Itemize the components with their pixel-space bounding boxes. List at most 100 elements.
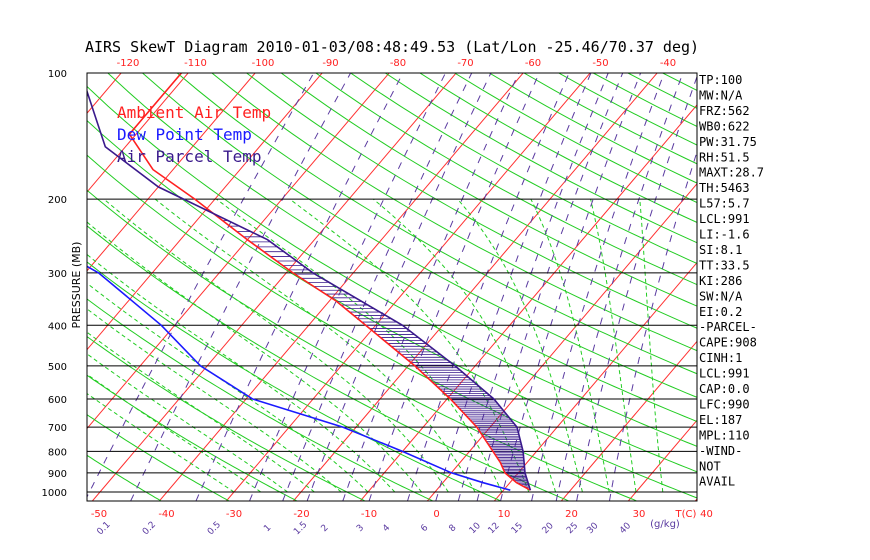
index-item: WB0:622: [699, 119, 750, 133]
index-item: LCL:991: [699, 212, 750, 226]
mixing-ratio-label: 40: [618, 521, 633, 536]
index-item: MW:N/A: [699, 88, 743, 102]
mixing-ratio-label: 1: [262, 523, 273, 534]
dry-adiabat-line: [211, 73, 697, 352]
index-item: MAXT:28.7: [699, 166, 764, 180]
plot-frame: [86, 72, 698, 502]
mixing-ratio-line: [531, 73, 665, 501]
dry-adiabat-line: [87, 119, 697, 473]
index-item: EL:187: [699, 413, 742, 427]
moist-adiabat-line: [457, 198, 583, 493]
top-temp-tick-label: -70: [457, 58, 473, 69]
dry-adiabat-line: [87, 414, 230, 501]
mixing-ratio-label: 0.5: [206, 520, 223, 537]
index-item: TP:100: [699, 73, 742, 87]
ambient-air-temp-line: [128, 73, 531, 491]
top-temp-tick-label: -120: [117, 58, 140, 69]
top-temp-tick-label: -50: [592, 58, 608, 69]
top-temp-tick-label: -80: [390, 58, 406, 69]
top-temp-tick-label: -110: [184, 58, 207, 69]
index-item: TH:5463: [699, 181, 750, 195]
pressure-tick-label: 100: [48, 69, 67, 80]
index-item: SW:N/A: [699, 289, 743, 303]
index-item: KI:286: [699, 274, 742, 288]
bottom-temp-tick-label: -50: [91, 509, 107, 520]
dry-adiabat-line: [87, 225, 569, 501]
mixing-ratio-line: [500, 73, 642, 501]
isotherm-line: [427, 182, 697, 501]
dry-adiabat-line: [662, 73, 697, 91]
dry-adiabat-line: [767, 73, 870, 501]
bottom-temp-tick-label: 20: [565, 509, 578, 520]
mixing-ratio-label: 6: [419, 523, 430, 534]
mixing-ratio-line: [306, 73, 492, 501]
index-item: TT:33.5: [699, 258, 750, 272]
dry-adiabat-line: [87, 154, 697, 499]
bottom-temp-tick-label: -40: [158, 509, 174, 520]
index-item: PW:31.75: [699, 135, 757, 149]
dry-adiabat-line: [87, 335, 366, 501]
mixing-ratio-label: 10: [468, 521, 483, 536]
index-item: CAPE:908: [699, 336, 757, 350]
bottom-temp-tick-label: 10: [498, 509, 511, 520]
index-item: SI:8.1: [699, 243, 742, 257]
index-item: LCL:991: [699, 367, 750, 381]
mixing-ratio-line: [342, 73, 520, 501]
bottom-temp-tick-label: -20: [293, 509, 309, 520]
mixing-ratio-label: 30: [585, 521, 600, 536]
dry-adiabat-line: [350, 73, 697, 264]
index-item: CAP:0.0: [699, 382, 750, 396]
pressure-tick-label: 800: [48, 447, 67, 458]
dry-adiabat-line: [107, 73, 697, 423]
bottom-temp-tick-label: -30: [226, 509, 242, 520]
index-item: NOT: [699, 459, 721, 473]
moist-adiabat-line: [87, 373, 262, 493]
pressure-tick-label: 900: [48, 469, 67, 480]
mixing-ratio-line: [576, 75, 697, 501]
bottom-temp-tick-label: 40: [700, 509, 713, 520]
mixing-ratio-label: 12: [486, 521, 501, 536]
temp-unit-label: T(C): [675, 509, 697, 520]
mixing-ratio-unit-label: (g/kg): [650, 519, 680, 530]
dry-adiabat-line: [836, 73, 870, 501]
pressure-tick-label: 400: [48, 321, 67, 332]
mixing-ratio-label: 0.2: [141, 520, 158, 537]
index-item: MPL:110: [699, 428, 750, 442]
isotherm-line: [92, 73, 457, 501]
index-item: LI:-1.6: [699, 228, 750, 242]
moist-adiabat-line: [530, 198, 610, 493]
dry-adiabat-line: [87, 298, 433, 501]
dry-adiabat-line: [246, 73, 697, 329]
top-temp-tick-label: -40: [660, 58, 676, 69]
y-axis-label: PRESSURE (MB): [70, 242, 83, 329]
mixing-ratio-label: 3: [355, 523, 366, 534]
mixing-ratio-line: [195, 73, 404, 501]
mixing-ratio-line: [368, 73, 540, 501]
index-item: LFC:990: [699, 397, 750, 411]
pressure-tick-label: 1000: [42, 488, 67, 499]
air-parcel-temp-line: [87, 88, 532, 491]
top-temp-tick-label: -90: [322, 58, 338, 69]
moist-adiabat-line: [87, 353, 288, 493]
legend-item: Ambient Air Temp: [117, 103, 271, 122]
mixing-ratio-line: [609, 150, 697, 501]
pressure-tick-label: 700: [48, 423, 67, 434]
moist-adiabat-line: [289, 198, 530, 493]
mixing-ratio-line: [130, 73, 352, 501]
index-item: RH:51.5: [699, 150, 750, 164]
mixing-ratio-line: [249, 73, 446, 501]
top-temp-tick-label: -60: [525, 58, 541, 69]
dry-adiabat-line: [385, 73, 697, 244]
chart-title: AIRS SkewT Diagram 2010-01-03/08:48:49.5…: [85, 38, 699, 56]
dry-adiabat-line: [801, 73, 870, 501]
dry-adiabat-line: [454, 73, 697, 204]
mixing-ratio-label: 25: [565, 521, 580, 536]
pressure-tick-label: 500: [48, 362, 67, 373]
moist-adiabat-line: [154, 198, 476, 493]
mixing-ratio-line: [555, 73, 684, 501]
moist-adiabat-line: [372, 198, 557, 493]
pressure-tick-label: 300: [48, 269, 67, 280]
mixing-ratio-label: 2: [320, 523, 331, 534]
index-item: -PARCEL-: [699, 320, 757, 334]
isotherm-line: [87, 73, 256, 272]
